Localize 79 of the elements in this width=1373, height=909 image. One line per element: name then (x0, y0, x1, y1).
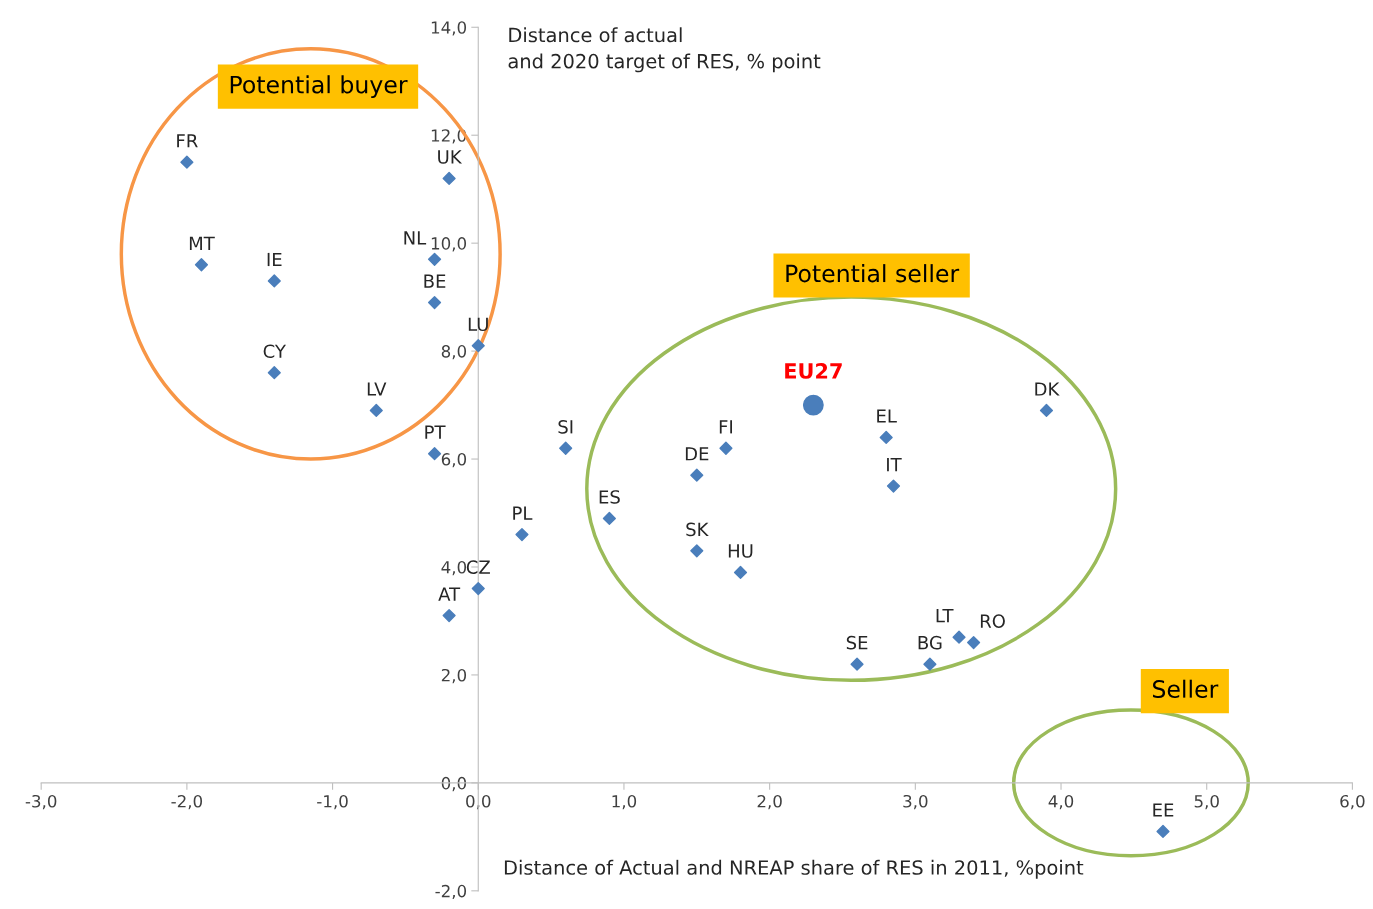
annotation: IE (267, 252, 282, 267)
annotation: CY (263, 344, 286, 359)
point (1156, 824, 1170, 839)
x-axis-title: Distance of Actual and NREAP share of RES in 2011, %point (504, 859, 1084, 879)
point (267, 274, 281, 288)
annotation: MT (189, 236, 215, 250)
point (471, 581, 485, 596)
point (923, 657, 937, 671)
point (802, 394, 824, 416)
point (442, 608, 456, 623)
annotation: IT (887, 458, 902, 472)
point (427, 295, 442, 310)
x-tick-label: 4,0 (1048, 794, 1074, 810)
annotation: CZ (466, 560, 490, 574)
point (733, 565, 748, 579)
annotation: UK (438, 150, 463, 164)
y-tick-label: 0,0 (441, 776, 467, 792)
annotation: SI (558, 419, 573, 434)
annotation: PT (425, 425, 446, 439)
annotation: BE (424, 274, 446, 288)
point (515, 528, 529, 542)
point (879, 430, 893, 445)
annotation: NL (404, 231, 427, 245)
annotation: BG (918, 635, 942, 650)
point (690, 544, 704, 558)
y-axis-title: Distance of actual and 2020 target of RES, % point (508, 27, 821, 73)
point (886, 479, 901, 493)
point (690, 468, 704, 482)
x-tick-label: -1,0 (317, 794, 348, 810)
annotation: Seller (1152, 679, 1219, 698)
point (180, 155, 194, 169)
x-tick-label: -3,0 (25, 794, 57, 810)
point (850, 657, 864, 671)
x-tick-label: 2,0 (757, 794, 782, 810)
point (602, 511, 616, 526)
point (194, 258, 209, 272)
annotation: RO (980, 614, 1005, 628)
point (369, 403, 383, 418)
annotation: SK (686, 522, 709, 537)
series-label: EU27 (785, 363, 842, 379)
y-tick-label: 2,0 (441, 668, 467, 684)
annotation: FR (177, 134, 198, 148)
annotation: HU (728, 544, 753, 558)
annotation: LU (468, 317, 488, 332)
annotation: DE (685, 447, 709, 461)
annotation: FI (719, 420, 733, 434)
point (442, 171, 456, 185)
annotation: LT (936, 609, 954, 623)
y-tick-label: 10,0 (431, 237, 467, 252)
annotation: PL (513, 506, 533, 520)
y-tick-label: 8,0 (441, 345, 467, 360)
annotation: EL (877, 409, 897, 423)
annotation: SE (846, 635, 868, 650)
point (427, 252, 442, 266)
point (719, 441, 733, 455)
x-tick-label: 5,0 (1194, 794, 1219, 810)
point (952, 630, 966, 644)
x-tick-label: 1,0 (612, 794, 637, 810)
y-tick-label: 14,0 (431, 21, 467, 36)
x-tick-label: 3,0 (903, 794, 928, 810)
annotation: AT (438, 587, 461, 601)
y-tick-label: 6,0 (441, 453, 467, 468)
annotation: ES (599, 490, 620, 504)
x-tick-label: 6,0 (1340, 794, 1365, 810)
point (1039, 403, 1054, 418)
annotation: LV (367, 382, 387, 396)
annotation: Potential seller (786, 264, 960, 283)
y-tick-label: 4,0 (441, 560, 467, 576)
point (559, 441, 573, 455)
point (967, 635, 981, 650)
x-tick-label: -2,0 (171, 794, 203, 810)
point (267, 366, 281, 380)
point (471, 339, 485, 353)
point (427, 447, 442, 461)
annotation: EE (1153, 803, 1174, 817)
x-tick-label: 0,0 (466, 794, 491, 810)
y-tick-label: -2,0 (435, 884, 467, 900)
annotation: DK (1035, 382, 1060, 396)
annotation: Potential buyer (230, 75, 408, 99)
